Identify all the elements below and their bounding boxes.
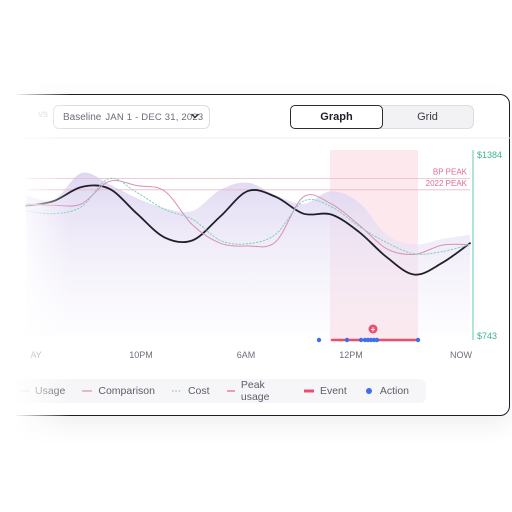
action-dot [358, 337, 364, 343]
y-tick-label: $1384 [477, 150, 502, 160]
x-tick-label: NOW [450, 350, 473, 360]
series-line-cost [25, 177, 471, 255]
legend-label: Cost [187, 385, 210, 397]
legend-swatch-cost [171, 390, 182, 392]
y-tick-label: $743 [477, 331, 497, 341]
chevron-down-icon [191, 113, 199, 119]
legend-swatch-action [365, 388, 372, 394]
x-tick-label: 6AM [237, 350, 256, 360]
legend-label: Action [379, 385, 409, 397]
action-dot [415, 337, 421, 343]
peak-2022-label: 2022 PEAK [426, 179, 468, 188]
action-dot [344, 337, 350, 343]
tab-graph[interactable]: Graph [290, 105, 383, 129]
legend-item-usage[interactable]: Usage [19, 385, 65, 397]
legend-label: Comparison [98, 385, 155, 397]
x-tick-label: 12PM [339, 350, 363, 360]
event-badge-icon: + [371, 325, 376, 334]
baseline-dropdown[interactable]: Baseline JAN 1 - DEC 31, 2023 [53, 105, 210, 129]
x-tick-label: 10PM [129, 350, 153, 360]
series-line-usage [25, 184, 471, 276]
action-dot [374, 337, 380, 343]
legend-item-peak[interactable]: Peak usage [226, 379, 287, 403]
chart-legend: Usage Comparison Cost Peak usage Event Action [11, 379, 426, 403]
legend-item-comparison[interactable]: Comparison [82, 385, 155, 397]
chart-card: vs Baseline JAN 1 - DEC 31, 2023 Graph G… [0, 94, 511, 416]
legend-item-event[interactable]: Event [303, 385, 347, 397]
x-tick-label: AY [30, 350, 41, 360]
legend-label: Event [319, 385, 347, 397]
tab-grid[interactable]: Grid [417, 111, 438, 123]
legend-item-action[interactable]: Action [364, 385, 409, 397]
series-line-comparison [25, 180, 471, 256]
bp-peak-label: BP PEAK [433, 168, 468, 177]
legend-item-cost[interactable]: Cost [171, 385, 210, 397]
view-toggle: Graph Grid [290, 105, 474, 129]
baseline-label: Baseline [63, 111, 102, 123]
legend-label: Usage [35, 385, 66, 397]
usage-chart: BP PEAK 2022 PEAK $1384 $743 + AY 10PM 6AM 12PM N… [0, 137, 511, 360]
legend-swatch-event [303, 389, 314, 393]
legend-swatch-peak [226, 390, 235, 392]
action-dot [316, 337, 322, 343]
legend-label: Peak usage [240, 379, 270, 403]
legend-swatch-usage [19, 390, 29, 392]
baseline-range: JAN 1 - DEC 31, 2023 [105, 111, 204, 123]
event-badge-circle [368, 324, 378, 334]
legend-swatch-comparison [82, 390, 93, 392]
